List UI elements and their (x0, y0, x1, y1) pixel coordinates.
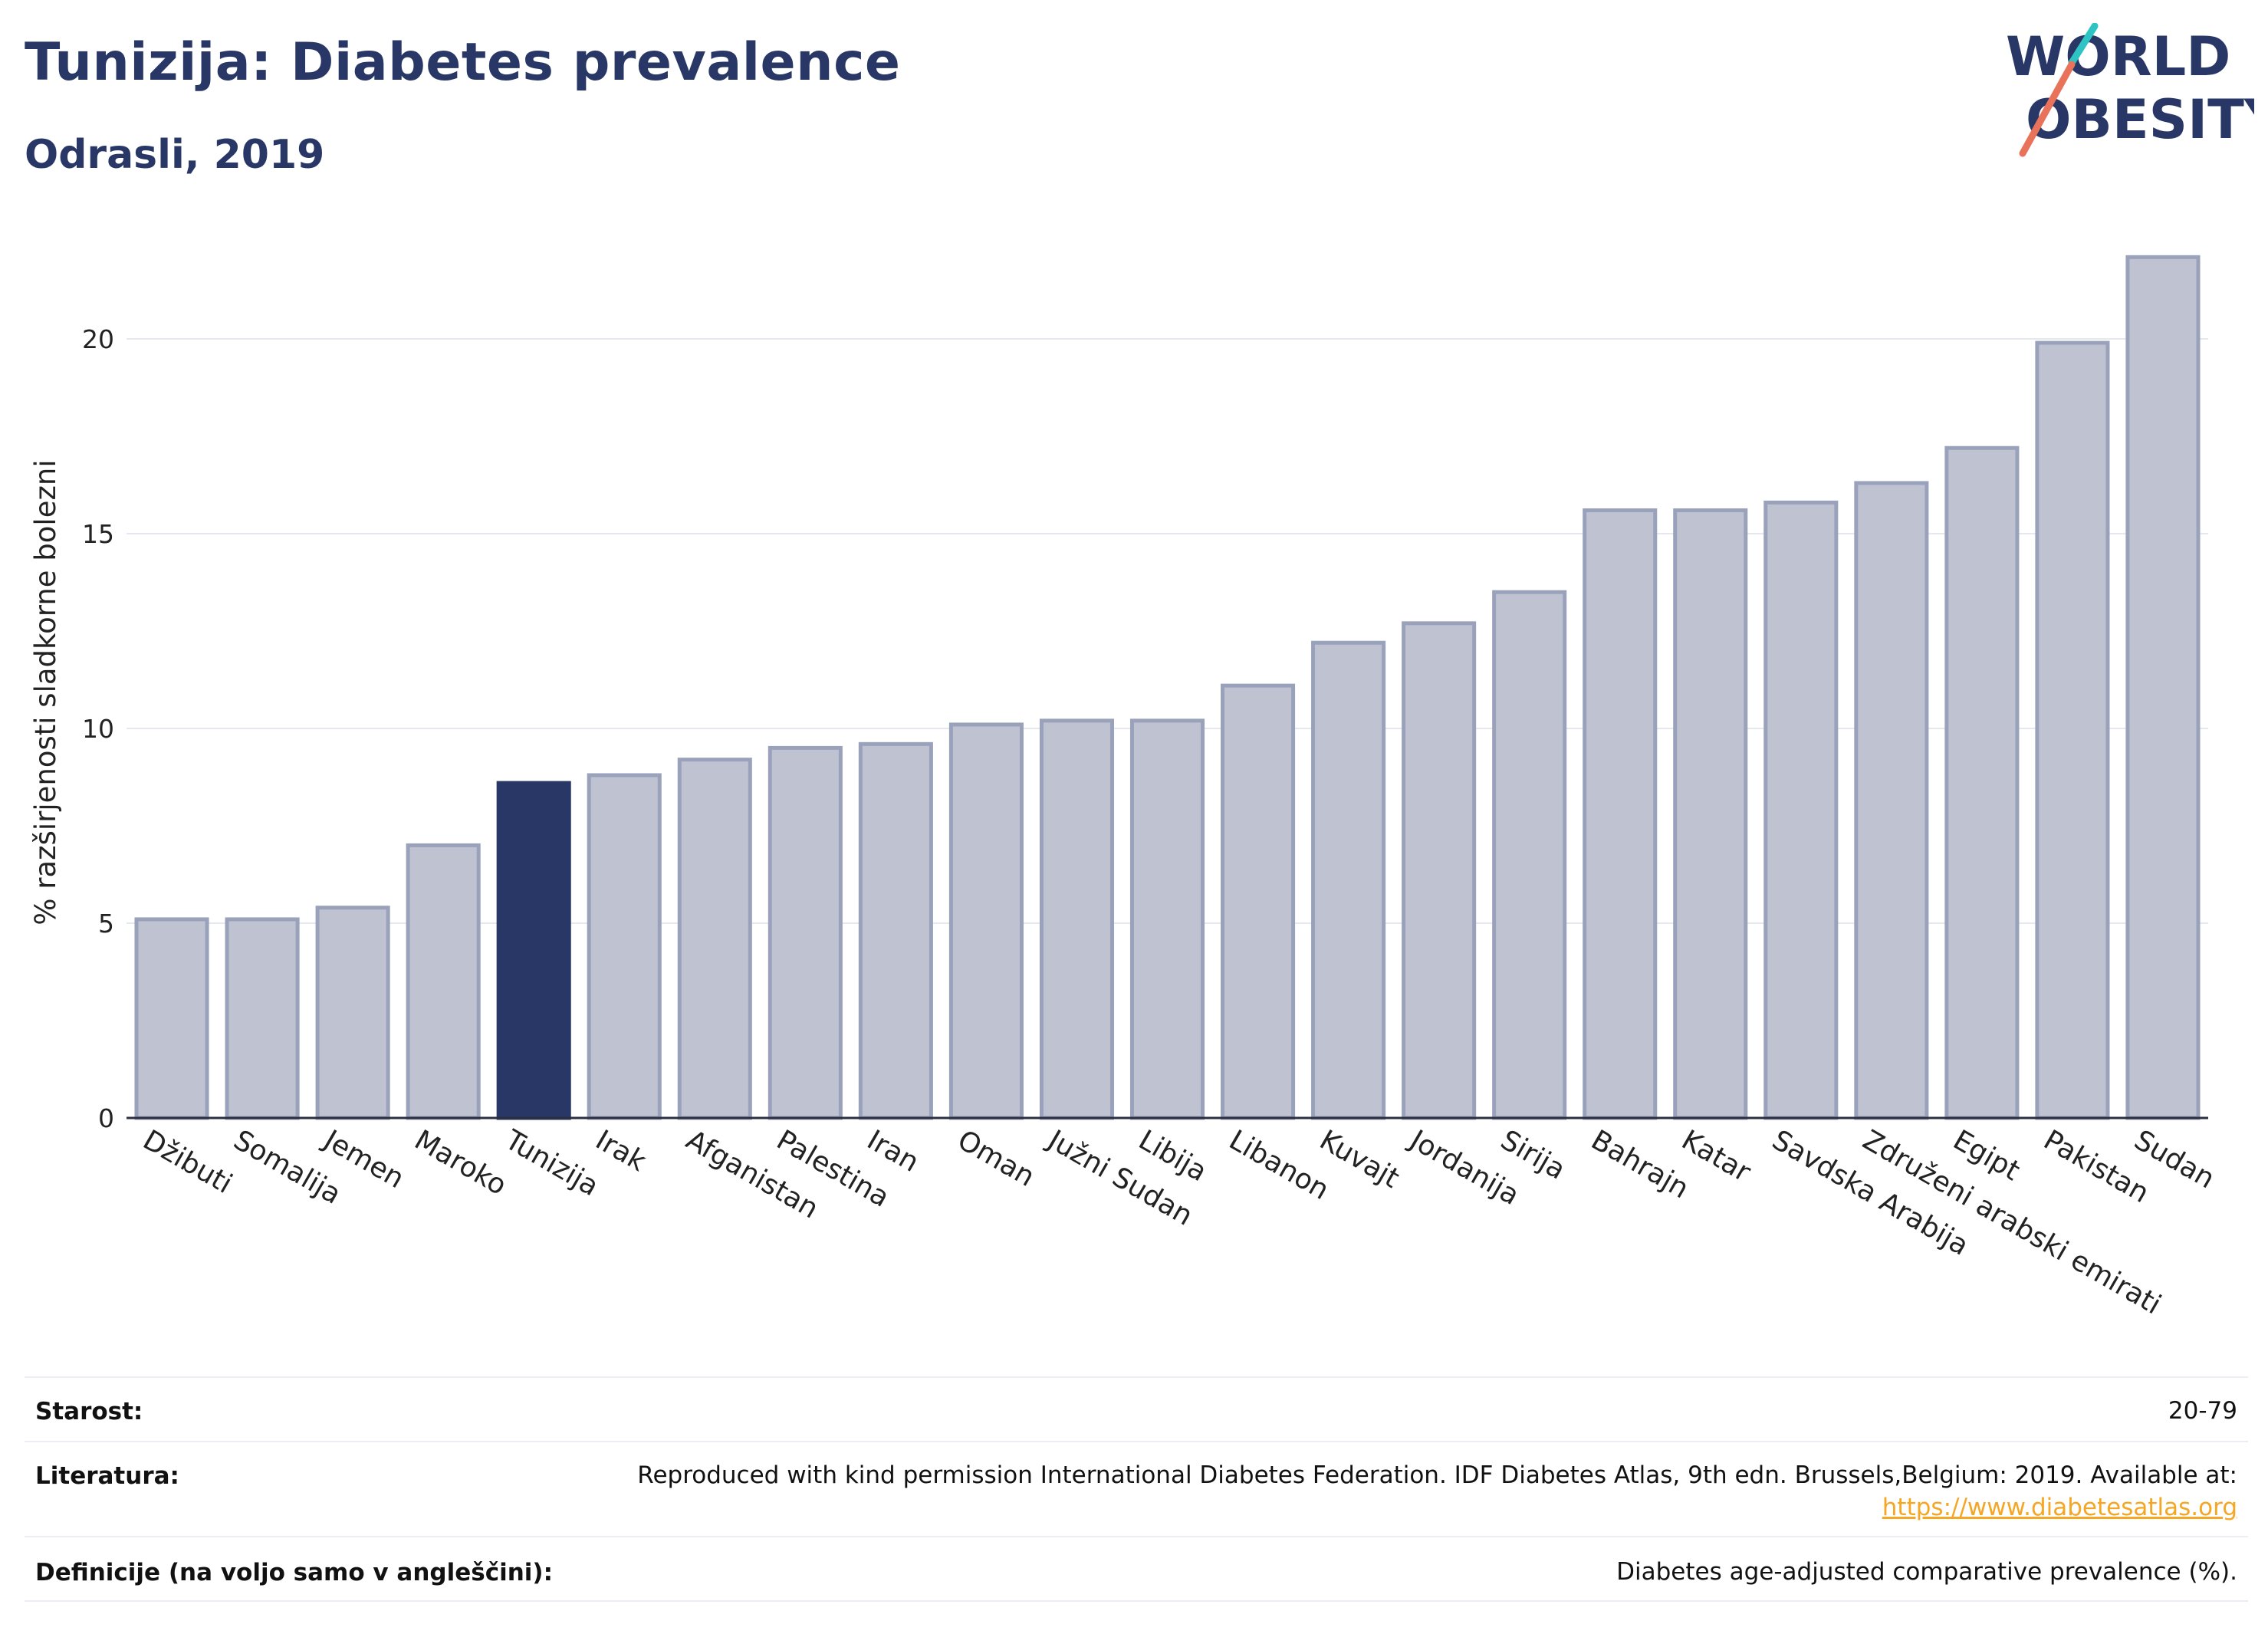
x-tick-label: Maroko (409, 1124, 512, 1202)
footer-row-age: Starost: 20-79 (25, 1376, 2248, 1442)
world-obesity-logo: WORLD OBESITY (2006, 23, 2254, 157)
y-tick-label: 15 (82, 519, 114, 549)
bar-12 (1221, 683, 1296, 1120)
bar-10 (1039, 718, 1114, 1120)
source-label: Literatura: (35, 1462, 179, 1490)
source-link[interactable]: https://www.diabetesatlas.org (1882, 1494, 2237, 1521)
logo-line2: OBESITY (2026, 88, 2254, 151)
logo-accent-coral (2019, 61, 2076, 157)
y-tick-label: 5 (98, 909, 114, 939)
source-value: Reproduced with kind permission Internat… (637, 1459, 2237, 1524)
y-tick-label: 20 (82, 324, 114, 354)
x-tick-label: Tunizija (499, 1124, 604, 1203)
bar-15 (1492, 590, 1567, 1120)
bar-13 (1311, 640, 1386, 1120)
x-tick-label: Iran (862, 1124, 924, 1179)
age-label: Starost: (35, 1398, 143, 1425)
x-tick-label: Oman (952, 1124, 1040, 1193)
logo-line1: WORLD (2006, 25, 2230, 88)
footer-bottom-rule (25, 1600, 2248, 1603)
page-title: Tunizija: Diabetes prevalence (25, 32, 901, 93)
bar-9 (948, 722, 1024, 1120)
bar-17 (1673, 508, 1748, 1120)
footer-row-source: Literatura: Reproduced with kind permiss… (25, 1441, 2248, 1537)
bar-2 (315, 906, 390, 1120)
bar-14 (1402, 621, 1477, 1120)
x-tick-label: Bahrajn (1586, 1124, 1694, 1205)
source-text: Reproduced with kind permission Internat… (637, 1461, 2237, 1489)
bar-8 (858, 741, 933, 1120)
page-subtitle: Odrasli, 2019 (25, 132, 325, 178)
x-tick-label: Džibuti (138, 1124, 238, 1200)
bars (134, 255, 2201, 1120)
bar-6 (677, 758, 752, 1120)
bar-22 (2125, 255, 2201, 1120)
x-tick-label: Irak (590, 1124, 652, 1178)
y-tick-label: 0 (98, 1103, 114, 1133)
bar-3 (406, 843, 481, 1120)
y-tick-label: 10 (82, 714, 114, 744)
bar-19 (1854, 481, 1929, 1120)
bar-11 (1129, 718, 1205, 1120)
bar-21 (2035, 340, 2110, 1120)
bar-20 (1944, 445, 2020, 1120)
definition-label: Definicije (na voljo samo v angleščini): (35, 1559, 553, 1586)
y-axis-title: % razširjenosti sladkorne bolezni (29, 459, 62, 925)
logo-accent-teal (2068, 23, 2099, 67)
footer-row-definition: Definicije (na voljo samo v angleščini):… (25, 1536, 2248, 1602)
bar-1 (225, 917, 300, 1120)
bar-16 (1583, 508, 1658, 1120)
bar-4 (496, 781, 571, 1120)
y-axis-ticks: 0 5 10 15 20 (82, 324, 114, 1133)
bar-7 (768, 745, 843, 1120)
x-tick-label: Libanon (1224, 1124, 1334, 1206)
bar-5 (587, 773, 662, 1120)
definition-value: Diabetes age-adjusted comparative preval… (1616, 1558, 2237, 1586)
bar-0 (134, 917, 209, 1120)
age-value: 20-79 (2168, 1397, 2237, 1425)
bar-18 (1763, 500, 1839, 1120)
